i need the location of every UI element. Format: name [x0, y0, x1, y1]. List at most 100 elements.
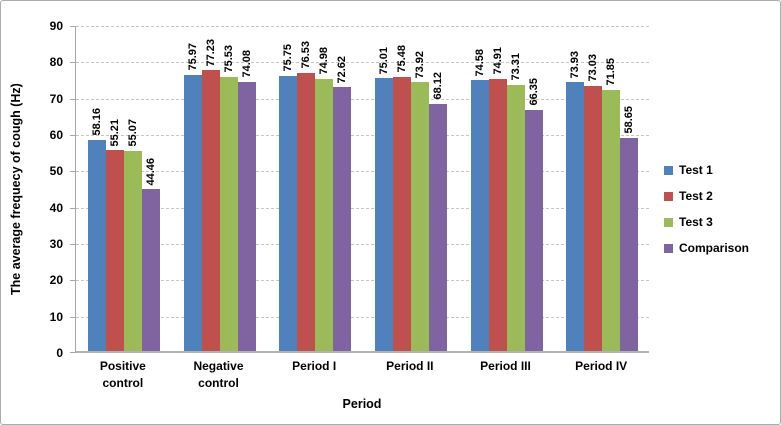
y-tick-label: 40	[49, 200, 63, 215]
x-category-label: Negative control	[193, 359, 244, 390]
bar-value-label: 71.85	[605, 58, 618, 86]
y-tick-label: 30	[49, 237, 63, 251]
bar-value-label: 73.93	[569, 50, 582, 79]
y-tick-label: 70	[49, 91, 63, 106]
legend-swatch-test-2	[664, 191, 673, 201]
gridline	[76, 316, 649, 318]
bar	[410, 82, 429, 351]
bar-value-label: 75.01	[377, 46, 390, 75]
gridline	[76, 135, 649, 136]
bar-value-label: 72.62	[336, 55, 349, 84]
x-category-label: Positive control	[99, 359, 146, 390]
x-category-label: Period IV	[575, 359, 628, 373]
legend-item-test-1: Test 1	[664, 161, 749, 179]
x-category-label: Period III	[480, 359, 531, 373]
y-tick-mark	[70, 244, 76, 245]
bar-value-label: 58.65	[623, 106, 636, 134]
bar-value-label: 76.53	[300, 41, 313, 69]
bar	[183, 74, 202, 351]
bar-value-label: 55.21	[108, 118, 121, 147]
y-tick-mark	[70, 26, 76, 27]
gridline	[76, 207, 649, 209]
legend-label: Test 1	[679, 163, 713, 177]
bar-value-label: 77.23	[204, 38, 217, 67]
legend-item-test-3: Test 3	[664, 213, 749, 231]
bar-value-label: 58.16	[90, 108, 103, 136]
y-tick-mark	[70, 316, 76, 318]
y-tick-mark	[70, 62, 76, 64]
y-tick-label: 90	[49, 19, 63, 33]
bar	[219, 76, 238, 351]
bar-value-label: 66.35	[527, 78, 540, 106]
y-tick-label: 0	[56, 346, 63, 360]
bar-value-label: 75.75	[282, 44, 295, 72]
y-tick-mark	[70, 98, 76, 100]
bar	[315, 78, 334, 351]
bar-value-label: 74.91	[491, 47, 504, 75]
legend-swatch-comparison	[664, 243, 673, 253]
bar-value-label: 74.98	[318, 47, 331, 75]
y-axis-title: The average frequecy of cough (Hz)	[9, 83, 23, 296]
bar-value-label: 44.46	[144, 157, 157, 186]
x-category-label: Period I	[292, 359, 337, 373]
y-tick-mark	[70, 171, 76, 173]
bar	[141, 189, 160, 351]
gridline	[76, 98, 649, 100]
gridline	[76, 26, 649, 27]
bar	[566, 82, 585, 351]
bar-value-label: 68.12	[431, 71, 444, 100]
bar-value-label: 73.92	[413, 50, 426, 79]
bar	[374, 78, 393, 351]
bar	[105, 150, 124, 351]
bar	[279, 75, 298, 351]
legend: Test 1 Test 2 Test 3 Comparison	[664, 161, 749, 265]
bar	[584, 85, 603, 351]
bar	[297, 72, 316, 351]
gridline	[76, 244, 649, 245]
gridline	[76, 280, 649, 282]
y-tick-label: 20	[49, 273, 63, 288]
legend-label: Comparison	[679, 241, 750, 255]
y-tick-mark	[70, 207, 76, 209]
y-tick-mark	[70, 135, 76, 136]
bar	[602, 89, 621, 351]
bar	[620, 137, 639, 351]
bar	[506, 84, 525, 351]
y-tick-mark	[70, 352, 76, 353]
bar-value-label: 75.53	[222, 45, 235, 73]
y-tick-label: 80	[49, 55, 63, 70]
y-tick-mark	[70, 280, 76, 282]
plot-area: 58.16 75.97 75.75 75.01 74.58 73.93 55.21 77.23…	[70, 26, 649, 353]
bar	[123, 150, 142, 351]
legend-item-comparison: Comparison	[664, 239, 749, 257]
bar-value-label: 55.07	[126, 119, 139, 147]
bar	[524, 109, 543, 351]
y-tick-label: 10	[49, 309, 63, 324]
x-axis-title: Period	[342, 397, 382, 411]
bar	[333, 87, 352, 351]
y-tick-label: 60	[49, 128, 63, 142]
bar-value-label: 73.03	[587, 54, 600, 82]
legend-label: Test 3	[679, 215, 713, 229]
gridline	[76, 62, 649, 64]
bar-value-label: 74.08	[240, 50, 253, 78]
gridline	[76, 171, 649, 173]
x-category-label: Period II	[386, 359, 434, 373]
bar	[87, 139, 106, 351]
bar	[470, 80, 489, 351]
bar-value-label: 73.31	[509, 53, 522, 81]
legend-item-test-2: Test 2	[664, 187, 749, 205]
bar-value-label: 75.48	[395, 45, 408, 73]
legend-swatch-test-1	[664, 165, 673, 175]
bar	[488, 78, 507, 351]
bar	[201, 70, 220, 351]
legend-label: Test 2	[679, 189, 713, 203]
bar	[428, 103, 447, 351]
bar-value-label: 75.97	[186, 43, 199, 71]
bar-value-label: 74.58	[473, 48, 486, 77]
bar	[392, 76, 411, 351]
y-tick-label: 50	[49, 164, 63, 179]
legend-swatch-test-3	[664, 217, 673, 227]
bar	[237, 81, 256, 351]
